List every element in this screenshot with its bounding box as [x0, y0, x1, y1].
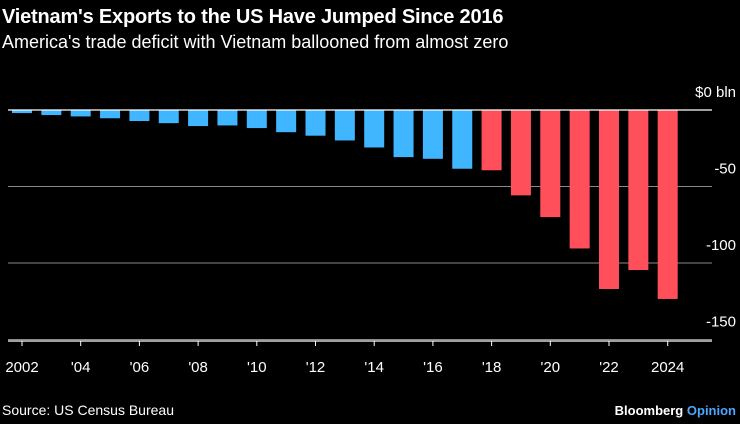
bar-2014	[364, 110, 385, 148]
bar-2009	[217, 110, 238, 126]
x-axis	[8, 109, 712, 346]
bar-2002	[12, 110, 32, 114]
x-tick-label: '22	[599, 359, 619, 376]
bar-2005	[100, 110, 121, 119]
x-tick-label: '18	[482, 359, 502, 376]
bar-2023	[628, 110, 649, 271]
bar-2015	[393, 110, 414, 158]
x-tick-label: 2024	[651, 359, 684, 376]
x-tick-label: '14	[364, 359, 384, 376]
bar-2022	[599, 110, 619, 290]
x-tick-label: 2002	[5, 359, 38, 376]
bar-2020	[540, 110, 561, 218]
bar-2017	[452, 110, 473, 169]
bar-2006	[129, 110, 150, 122]
bar-2011	[276, 110, 297, 133]
bar-2024	[657, 110, 678, 299]
bar-2012	[305, 110, 326, 136]
bar-2013	[334, 110, 355, 141]
y-tick-label: -100	[706, 237, 736, 254]
bar-2021	[569, 110, 590, 249]
x-tick-label: '10	[247, 359, 267, 376]
y-tick-label: -50	[714, 161, 736, 178]
axis-labels: $0 bln -50 -100 -150 2002 '04 '06 '08 '10 '12 '14 '…	[5, 84, 736, 376]
bar-2007	[158, 110, 179, 124]
brand-name: Bloomberg	[614, 403, 684, 418]
bar-2016	[422, 110, 443, 159]
bar-2004	[70, 110, 91, 117]
x-tick-label: '20	[541, 359, 561, 376]
gridlines	[8, 186, 712, 340]
bar-2018	[481, 110, 502, 171]
chart-subtitle: America's trade deficit with Vietnam bal…	[2, 32, 509, 52]
bar-2019	[510, 110, 531, 196]
source-note: Source: US Census Bureau	[2, 402, 174, 418]
bar-2003	[41, 110, 62, 116]
bars	[12, 110, 678, 299]
bar-2008	[188, 110, 209, 127]
x-tick-label: '12	[306, 359, 326, 376]
x-tick-label: '16	[423, 359, 443, 376]
y-tick-label: -150	[706, 314, 736, 331]
y-tick-label: $0 bln	[695, 84, 736, 101]
x-tick-label: '08	[188, 359, 208, 376]
brand-suffix: Opinion	[686, 403, 736, 418]
x-tick-label: '06	[130, 359, 150, 376]
x-tick-label: '04	[71, 359, 91, 376]
brand-logo: Bloomberg Opinion	[615, 403, 736, 418]
chart-title: Vietnam's Exports to the US Have Jumped …	[2, 6, 504, 28]
bar-2010	[246, 110, 267, 129]
